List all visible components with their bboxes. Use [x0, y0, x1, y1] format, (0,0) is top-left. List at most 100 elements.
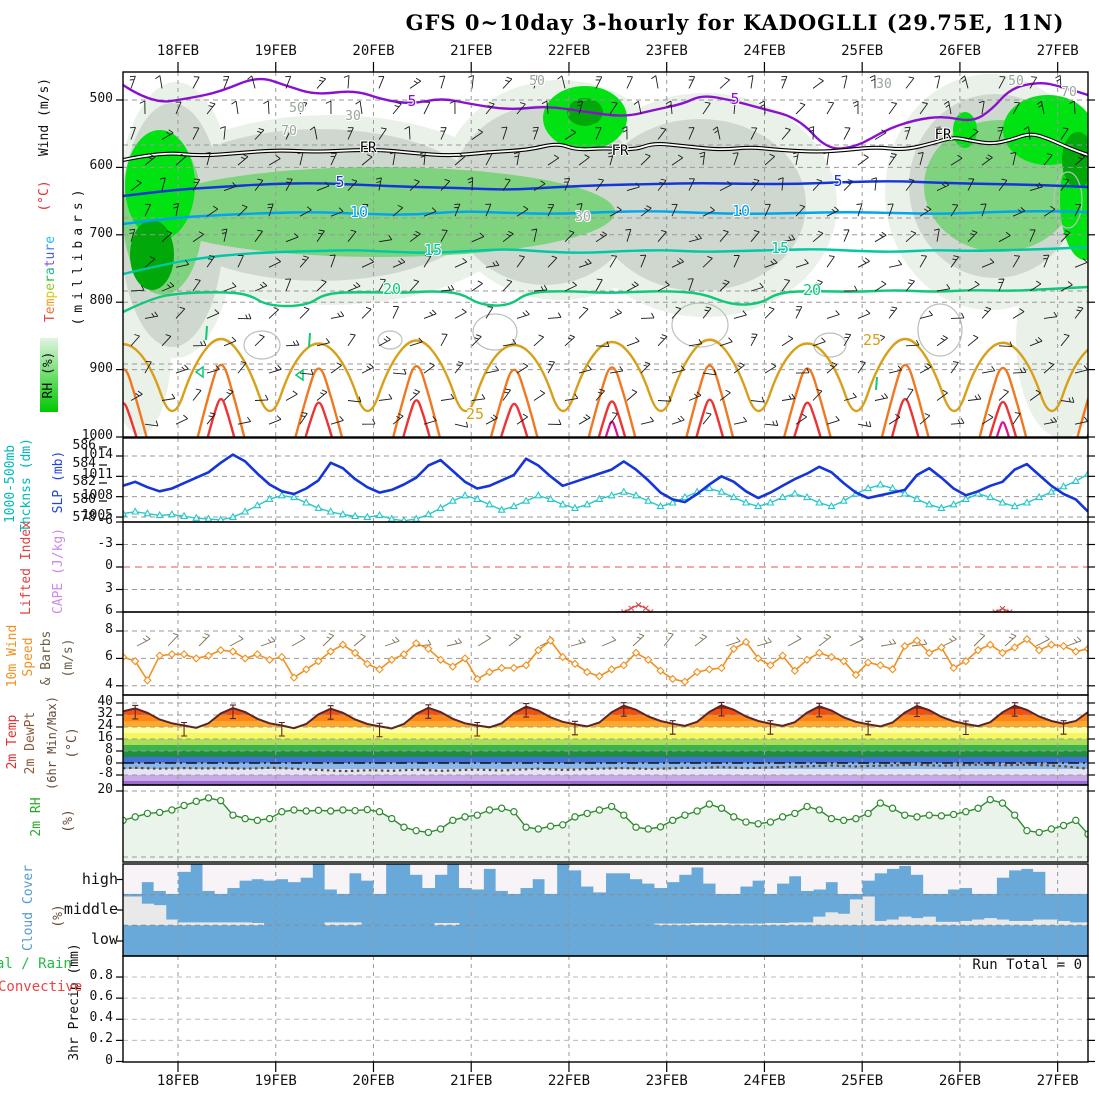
- pressure-tick: 1000: [81, 428, 113, 443]
- date-label-bottom: 21FEB: [450, 1073, 493, 1089]
- axis-barbs-label: & Barbs: [39, 630, 54, 686]
- axis-lifted-index-label: Lifted Index: [19, 521, 34, 615]
- pressure-tick: 800: [89, 293, 113, 309]
- precip-tick: 0: [105, 1052, 113, 1068]
- contour-label: 25: [862, 331, 882, 349]
- precip-tick: 0.8: [89, 968, 113, 984]
- contour-label: 20: [382, 280, 402, 298]
- pressure-tick: 500: [89, 91, 113, 106]
- axis-t2m-label: 2m Temp: [5, 714, 20, 770]
- slp-tick: 1005: [81, 508, 113, 524]
- contour-label: 5: [335, 173, 345, 191]
- axis-wind10-label-1: 10m Wind: [5, 624, 20, 688]
- rh-contour-label: 30: [575, 210, 591, 225]
- wind10-tick: 6: [105, 649, 113, 665]
- thickness-tick: 582: [72, 474, 96, 489]
- t2m-tick: 0: [105, 754, 113, 769]
- freezing-level-label: FR: [359, 140, 377, 156]
- axis-rh2m-label: 2m RH: [29, 797, 44, 837]
- t2m-tick: 8: [105, 742, 113, 757]
- date-label-bottom: 22FEB: [547, 1073, 591, 1089]
- axis-temperature-label: Temperature: [43, 235, 58, 323]
- slp-tick: 1008: [81, 487, 113, 503]
- rh-contour-label: 30: [345, 109, 361, 124]
- precip-tick: 0.2: [89, 1031, 113, 1047]
- thickness-tick: 578: [72, 510, 96, 525]
- contour-label: 20: [802, 281, 822, 299]
- axis-degc-label: (°C): [37, 180, 52, 212]
- contour-label: 25: [465, 405, 485, 423]
- date-label-top: 23FEB: [645, 43, 688, 59]
- rh-contour-label: 50: [1008, 74, 1024, 89]
- date-label-bottom: 26FEB: [938, 1073, 981, 1089]
- freezing-level-label: FR: [934, 127, 952, 143]
- t2m-tick: 32: [97, 706, 113, 721]
- page-title: GFS 0~10day 3-hourly for KADOGLLI (29.75…: [405, 10, 1065, 35]
- precip-legend-convective: Convective: [0, 979, 83, 995]
- t2m-tick: 24: [97, 718, 113, 733]
- cloud-row-middle: middle: [63, 900, 118, 918]
- li-tick: 6: [105, 603, 113, 618]
- axis-wind-label: Wind (m/s): [37, 77, 52, 157]
- t2m-tick: -8: [97, 766, 113, 781]
- slp-tick: 1014: [81, 447, 113, 462]
- contour-label: 15: [423, 241, 443, 259]
- thickness-tick: 586: [72, 438, 96, 453]
- date-label-top: 21FEB: [450, 43, 493, 59]
- axis-rh2m-pct-label: (%): [61, 809, 76, 833]
- date-label-top: 24FEB: [743, 43, 786, 59]
- li-tick: 3: [105, 580, 113, 596]
- contour-label: 5: [833, 172, 843, 190]
- date-label-top: 18FEB: [156, 43, 200, 59]
- date-label-bottom: 27FEB: [1036, 1073, 1079, 1089]
- cloud-row-high: high: [81, 870, 118, 888]
- precip-tick: 0.4: [89, 1010, 113, 1026]
- pressure-tick: 600: [89, 158, 113, 174]
- date-label-bottom: 25FEB: [841, 1073, 884, 1089]
- axis-cloud-label: Cloud Cover: [21, 864, 36, 952]
- li-tick: -6: [97, 513, 113, 528]
- date-label-top: 19FEB: [254, 43, 297, 59]
- wind10-tick: 4: [105, 676, 113, 692]
- precip-tick: 0.6: [89, 989, 113, 1005]
- date-label-top: 20FEB: [352, 43, 395, 59]
- date-label-bottom: 20FEB: [352, 1073, 395, 1089]
- date-label-top: 27FEB: [1036, 43, 1079, 59]
- contour-label: 10: [731, 202, 751, 220]
- axis-wind10-label-2: Speed: [21, 637, 36, 677]
- freezing-level-label: FR: [611, 143, 629, 159]
- date-label-top: 22FEB: [547, 43, 591, 59]
- contour-label: 10: [349, 203, 369, 221]
- axis-millibars-label: (millibars): [71, 184, 86, 326]
- precip-legend-total: al / Rain: [0, 956, 72, 972]
- date-label-bottom: 23FEB: [645, 1073, 688, 1089]
- rh-contour-label: 50: [289, 101, 305, 116]
- axis-thickness-label-1: 1000-500mb: [3, 444, 18, 524]
- contour-label: 5: [730, 90, 740, 108]
- rh-contour-label: 50: [529, 74, 545, 89]
- rh-contour-label: 30: [876, 77, 892, 92]
- li-tick: -3: [97, 535, 113, 551]
- contour-label: 15: [770, 239, 790, 257]
- date-label-bottom: 24FEB: [743, 1073, 786, 1089]
- axis-minmax-label: (6hr Min/Max): [45, 696, 59, 790]
- thickness-tick: 584: [72, 456, 96, 471]
- pressure-tick: 900: [89, 360, 113, 376]
- slp-tick: 1011: [81, 467, 113, 483]
- thickness-tick: 580: [72, 492, 96, 507]
- rh-contour-label: 70: [1061, 85, 1077, 100]
- date-label-bottom: 19FEB: [254, 1073, 297, 1089]
- pressure-tick: 700: [89, 225, 113, 241]
- axis-dew-label: 2m DewPt: [23, 711, 38, 775]
- contour-label: 5: [407, 92, 417, 110]
- rh2m-tick: 20: [97, 782, 113, 797]
- axis-rh-label: RH (%): [40, 338, 58, 412]
- date-label-bottom: 18FEB: [156, 1073, 200, 1089]
- t2m-tick: 40: [97, 694, 113, 709]
- cloud-row-low: low: [90, 930, 118, 948]
- date-label-top: 25FEB: [841, 43, 884, 59]
- date-label-top: 26FEB: [938, 43, 981, 59]
- wind10-tick: 8: [105, 622, 113, 637]
